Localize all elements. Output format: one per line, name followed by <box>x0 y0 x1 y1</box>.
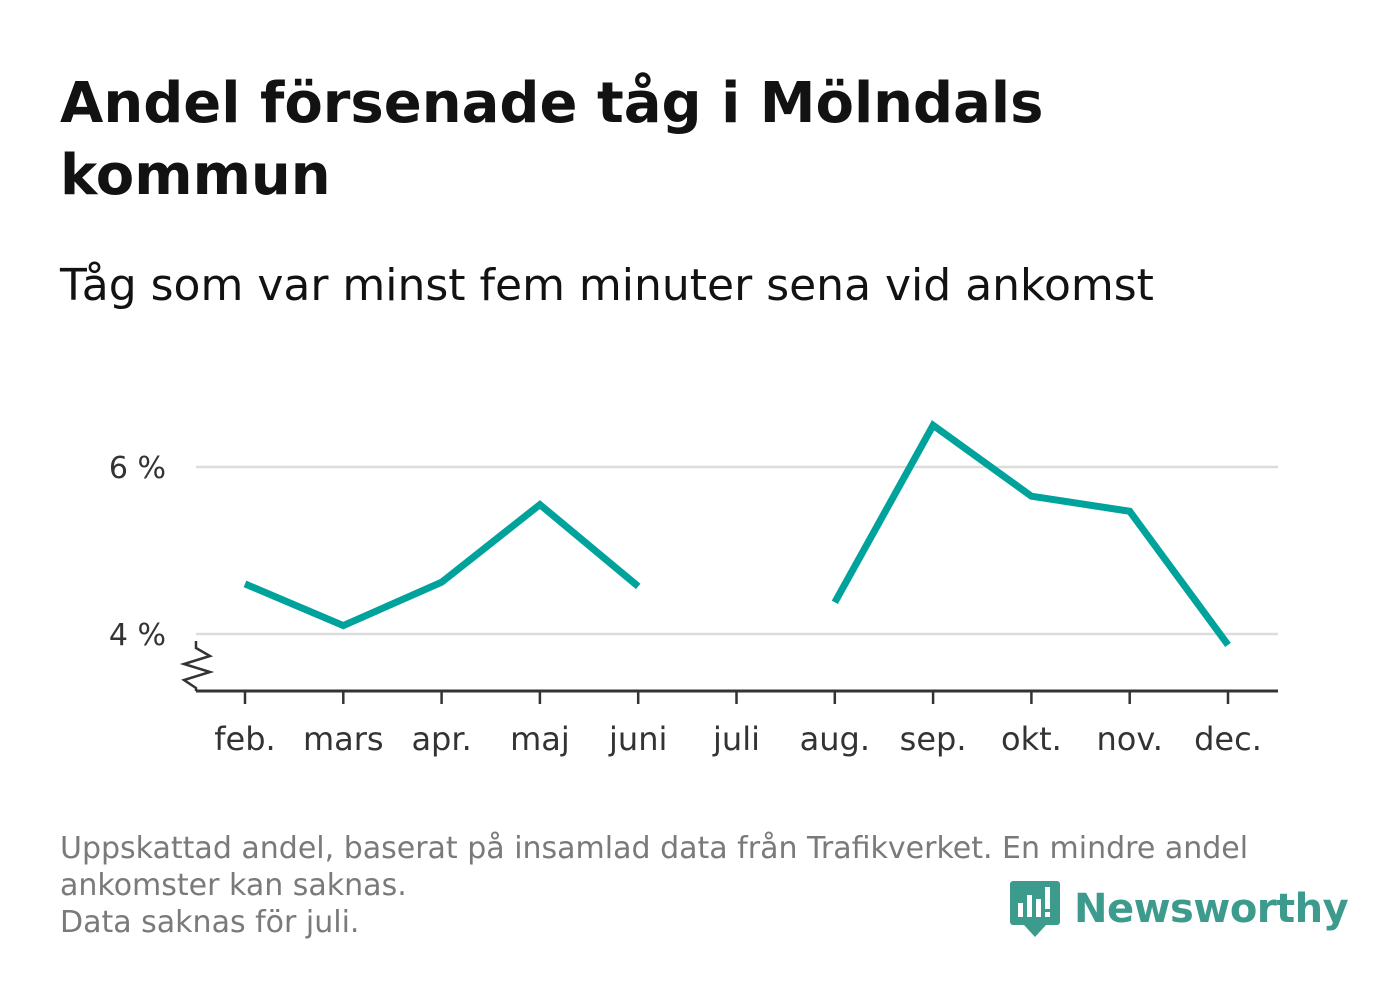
series-line-segment <box>243 500 641 630</box>
footer-note: Uppskattad andel, baserat på insamlad da… <box>60 830 1330 941</box>
x-tick-label: juli <box>712 720 760 758</box>
x-tick-label: sep. <box>900 720 967 758</box>
x-axis-tick-labels: feb. mars apr. maj juni juli aug. sep. okt. nov. d… <box>214 720 1262 758</box>
x-axis-ticks <box>243 691 1230 704</box>
x-tick-label: apr. <box>411 720 471 758</box>
y-axis-tick-labels: 4 % 6 % <box>109 451 166 653</box>
x-tick-label: dec. <box>1194 720 1262 758</box>
y-tick-label: 4 % <box>109 618 166 653</box>
x-tick-label: nov. <box>1096 720 1162 758</box>
x-tick-label: okt. <box>1001 720 1062 758</box>
x-tick-label: mars <box>303 720 384 758</box>
chart-title: Andel försenade tåg i Mölndals kommun <box>60 71 1044 208</box>
x-tick-label: aug. <box>800 720 870 758</box>
footer-note-line-2: ankomster kan saknas. <box>60 868 407 903</box>
chart-subtitle: Tåg som var minst fem minuter sena vid a… <box>60 260 1154 311</box>
footer-note-line-1: Uppskattad andel, baserat på insamlad da… <box>60 831 1249 866</box>
newsworthy-logo-icon <box>1010 881 1060 937</box>
gridlines <box>196 465 1278 636</box>
y-axis-break-icon <box>179 641 215 691</box>
x-tick-label: maj <box>510 720 570 758</box>
y-tick-label: 6 % <box>109 451 166 486</box>
brand-logo: Newsworthy <box>1010 878 1349 940</box>
series-line-segment <box>831 420 1231 647</box>
series-lines <box>243 420 1231 647</box>
footer-note-line-3: Data saknas för juli. <box>60 905 360 940</box>
brand-name: Newsworthy <box>1074 886 1349 932</box>
x-tick-label: feb. <box>214 720 275 758</box>
x-tick-label: juni <box>608 720 667 758</box>
